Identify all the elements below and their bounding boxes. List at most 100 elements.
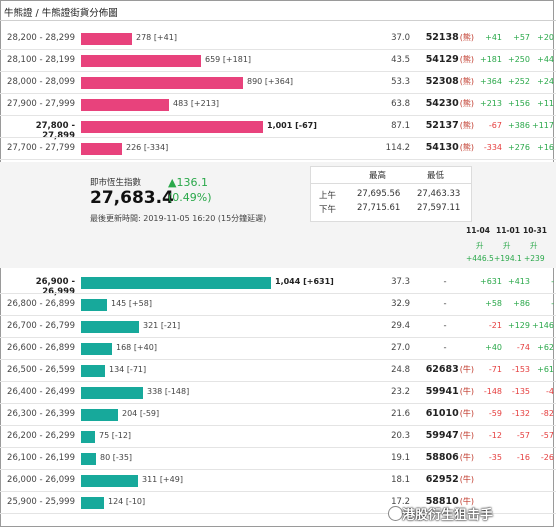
- bull-row[interactable]: 27,900 - 27,999 483 [+213] 63.8 54230(熊) +21…: [0, 94, 556, 116]
- bear-row[interactable]: 26,900 - 26,999 1,044 [+631] 37.3 - +631 +413…: [0, 272, 556, 297]
- bear-row[interactable]: 26,500 - 26,599 134 [-71] 24.8 62683(牛) -71-…: [0, 360, 556, 382]
- bear-row[interactable]: 26,400 - 26,499 338 [-148] 23.2 59941(牛) -14…: [0, 382, 556, 404]
- hsi-change: ▲136.1: [168, 176, 208, 189]
- daily-change-c3: +16: [537, 143, 554, 152]
- warrant-code[interactable]: 54129: [425, 54, 459, 65]
- warrant-code-link[interactable]: 54230(熊): [420, 98, 474, 109]
- outstanding-bar[interactable]: [81, 497, 104, 509]
- bar-value-label: 890 [+364]: [247, 77, 294, 86]
- warrant-code[interactable]: 52308: [425, 76, 459, 87]
- bar-value-label: 75 [-12]: [99, 431, 132, 440]
- warrant-code-link[interactable]: 58806(牛): [420, 452, 474, 463]
- warrant-code[interactable]: 61010: [425, 408, 459, 419]
- row-divider: [0, 469, 556, 470]
- outstanding-bar[interactable]: [81, 55, 201, 67]
- outstanding-bar[interactable]: [81, 121, 263, 133]
- warrant-code[interactable]: 58810: [425, 496, 459, 507]
- row-divider: [0, 381, 556, 382]
- outstanding-bar[interactable]: [81, 143, 122, 155]
- warrant-code[interactable]: 59941: [425, 386, 459, 397]
- breadcrumb[interactable]: 牛熊證 / 牛熊證街貨分佈圖: [4, 8, 118, 19]
- outstanding-bar[interactable]: [81, 475, 138, 487]
- warrant-code-link[interactable]: 59947(牛): [420, 430, 474, 441]
- daily-change-c2: +386: [508, 121, 530, 130]
- warrant-code-link[interactable]: 62952(牛): [420, 474, 474, 485]
- price-range: 28,100 - 28,199: [7, 55, 75, 65]
- daily-change-c1: +181: [480, 55, 502, 64]
- bull-row[interactable]: 27,700 - 27,799 226 [-334] 114.2 54130(熊) -3…: [0, 138, 556, 160]
- warrant-code: -: [443, 299, 447, 309]
- daily-change-c2: -16: [516, 453, 530, 462]
- outstanding-bar[interactable]: [81, 431, 95, 443]
- outstanding-bar[interactable]: [81, 387, 143, 399]
- warrant-code-link[interactable]: 54130(熊): [420, 142, 474, 153]
- bull-row[interactable]: 28,100 - 28,199 659 [+181] 43.5 54129(熊) +18…: [0, 50, 556, 72]
- warrant-code-link[interactable]: 52138(熊): [420, 32, 474, 43]
- price-range: 25,900 - 25,999: [7, 497, 75, 507]
- am-high: 27,695.56: [357, 189, 401, 199]
- outstanding-bar[interactable]: [81, 409, 118, 421]
- bull-row[interactable]: 28,200 - 28,299 278 [+41] 37.0 52138(熊) +41 +…: [0, 28, 556, 50]
- date-col-1: 11-04: [466, 226, 490, 235]
- daily-change-c2: -57: [516, 431, 530, 440]
- bear-row[interactable]: 26,200 - 26,299 75 [-12] 20.3 59947(牛) -12 -5…: [0, 426, 556, 448]
- daily-change-c2: +250: [508, 55, 530, 64]
- outstanding-bar[interactable]: [81, 277, 271, 289]
- bear-row[interactable]: 26,100 - 26,199 80 [-35] 19.1 58806(牛) -35 -1…: [0, 448, 556, 470]
- warrant-code[interactable]: 54230: [425, 98, 459, 109]
- bear-row[interactable]: 26,600 - 26,899 168 [+40] 27.0 - +40 -74 +62: [0, 338, 556, 360]
- warrant-code[interactable]: 59947: [425, 430, 459, 441]
- warrant-code-link[interactable]: 58810(牛): [420, 496, 474, 507]
- warrant-code[interactable]: 52137: [425, 120, 459, 131]
- warrant-code[interactable]: 52138: [425, 32, 459, 43]
- price-range: 26,700 - 26,799: [7, 321, 75, 331]
- warrant-code-link[interactable]: 61010(牛): [420, 408, 474, 419]
- warrant-code-link[interactable]: 59941(牛): [420, 386, 474, 397]
- outstanding-bar[interactable]: [81, 299, 107, 311]
- bear-row[interactable]: 25,900 - 25,999 124 [-10] 17.2 58810(牛): [0, 492, 556, 514]
- row-divider: [0, 159, 556, 160]
- outstanding-bar[interactable]: [81, 365, 105, 377]
- outstanding-bar[interactable]: [81, 321, 139, 333]
- bear-row[interactable]: 26,000 - 26,099 311 [+49] 18.1 62952(牛): [0, 470, 556, 492]
- daily-change-c1: +364: [480, 77, 502, 86]
- bull-row[interactable]: 28,000 - 28,099 890 [+364] 53.3 52308(熊) +36…: [0, 72, 556, 94]
- bull-row[interactable]: 27,800 - 27,899 1,001 [-67] 87.1 52137(熊) -6…: [0, 116, 556, 141]
- bar-value-label: 226 [-334]: [126, 143, 169, 152]
- warrant-code[interactable]: 62683: [425, 364, 459, 375]
- warrant-type-tag: (熊): [459, 143, 474, 152]
- warrant-code-link[interactable]: 54129(熊): [420, 54, 474, 65]
- warrant-code-link[interactable]: 62683(牛): [420, 364, 474, 375]
- row-divider: [0, 337, 556, 338]
- warrant-type-tag: (牛): [459, 431, 474, 440]
- warrant-code-link[interactable]: 52308(熊): [420, 76, 474, 87]
- warrant-type-tag: (牛): [459, 387, 474, 396]
- daily-change-c2: +156: [508, 99, 530, 108]
- watermark-logo-icon: [388, 506, 403, 521]
- daily-change-c1: -148: [483, 387, 502, 396]
- daily-change-c2: -135: [511, 387, 530, 396]
- warrant-type-tag: (熊): [459, 77, 474, 86]
- ratio-value: 32.9: [391, 299, 410, 309]
- price-range: 27,900 - 27,999: [7, 99, 75, 109]
- row-divider: [0, 71, 556, 72]
- outstanding-bar[interactable]: [81, 453, 96, 465]
- warrant-code[interactable]: 54130: [425, 142, 459, 153]
- pm-high: 27,715.61: [357, 203, 401, 213]
- date-col-3: 10-31: [523, 226, 547, 235]
- outstanding-bar[interactable]: [81, 77, 243, 89]
- warrant-code[interactable]: 62952: [425, 474, 459, 485]
- bear-row[interactable]: 26,300 - 26,399 204 [-59] 21.6 61010(牛) -59-…: [0, 404, 556, 426]
- warrant-code[interactable]: 58806: [425, 452, 459, 463]
- outstanding-bar[interactable]: [81, 33, 132, 45]
- outstanding-bar[interactable]: [81, 343, 112, 355]
- daily-change-c3: +20: [537, 33, 554, 42]
- daily-change-c3: +44: [537, 55, 554, 64]
- warrant-code-link[interactable]: 52137(熊): [420, 120, 474, 131]
- outstanding-bar[interactable]: [81, 99, 169, 111]
- daily-change-c2: +86: [513, 299, 530, 308]
- price-range: 26,400 - 26,499: [7, 387, 75, 397]
- date-value-1: +446.5: [466, 254, 494, 263]
- bear-row[interactable]: 26,800 - 26,899 145 [+58] 32.9 - +58 +86 -: [0, 294, 556, 316]
- bear-row[interactable]: 26,700 - 26,799 321 [-21] 29.4 - -21 +129 +146: [0, 316, 556, 338]
